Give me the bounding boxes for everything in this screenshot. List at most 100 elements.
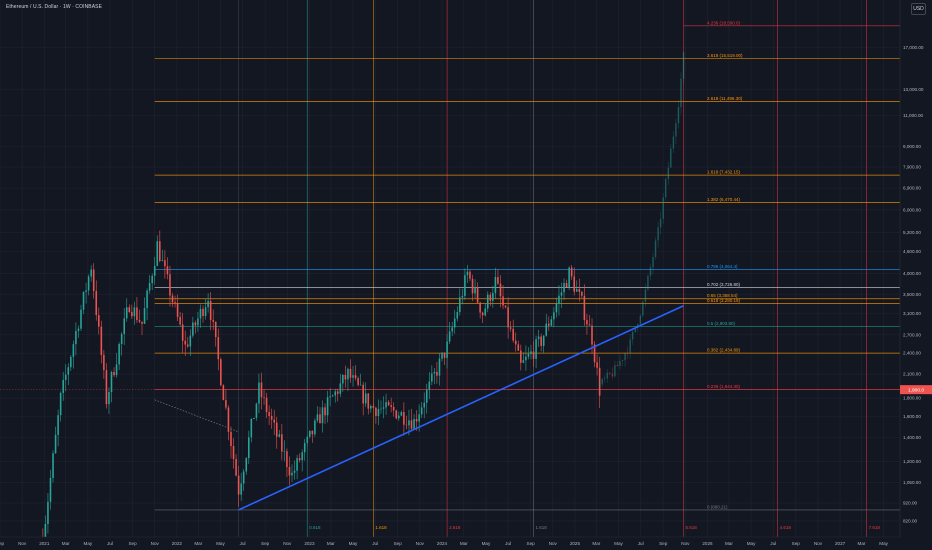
- x-tick-label: Sep: [128, 541, 137, 546]
- candle: [90, 269, 92, 277]
- y-tick-label: 920.00: [903, 501, 917, 506]
- candle: [479, 302, 481, 313]
- y-tick-label: 9,000.00: [903, 144, 921, 149]
- candle: [405, 424, 408, 426]
- x-axis[interactable]: Sep Nov 2021 Mar May Jul Sep Nov 2022 Mar May Jul Se…: [0, 536, 932, 550]
- y-tick-label: 13,000.00: [903, 87, 924, 92]
- projected-candle: [667, 167, 670, 180]
- fib-level-label: 0.382 (2,434.89): [707, 348, 741, 353]
- x-tick-label: 2027: [835, 541, 846, 546]
- candle: [431, 373, 433, 382]
- candle: [555, 303, 558, 313]
- candle: [535, 339, 537, 359]
- candle: [377, 408, 380, 417]
- candle: [227, 407, 230, 432]
- y-tick-label: 1,400.00: [903, 435, 921, 440]
- candle: [586, 320, 588, 325]
- candle: [133, 307, 136, 317]
- fib-level-label: 0 (890.21): [707, 504, 728, 509]
- candle: [258, 382, 260, 404]
- time-zone-label: 1.618: [375, 525, 387, 530]
- candle: [270, 416, 273, 420]
- projected-candle: [611, 373, 614, 377]
- candle: [514, 340, 517, 345]
- x-tick-label: Jul: [372, 541, 378, 546]
- fib-level-label: 0.618 (3,280.19): [707, 298, 741, 303]
- candle: [456, 312, 459, 319]
- candle: [169, 274, 171, 296]
- currency-button[interactable]: USD: [911, 3, 926, 15]
- candle: [321, 407, 324, 424]
- x-tick-label: Jul: [505, 541, 511, 546]
- candle: [451, 327, 453, 332]
- candle: [108, 392, 110, 405]
- projected-candle: [639, 315, 642, 325]
- x-tick-label: Sep: [0, 541, 5, 546]
- candle: [385, 402, 387, 408]
- candle: [303, 443, 306, 453]
- candle: [176, 303, 179, 317]
- candle: [57, 415, 59, 435]
- candle: [98, 315, 100, 327]
- candle: [484, 308, 487, 316]
- projected-candle: [657, 227, 659, 241]
- candle: [398, 415, 400, 419]
- candle: [260, 382, 263, 398]
- projected-candle: [662, 197, 664, 219]
- candle: [423, 402, 426, 408]
- support-trendline: [238, 305, 684, 511]
- candle: [298, 458, 301, 461]
- fib-level-label: 0.65 (3,358.54): [707, 293, 738, 298]
- candle: [339, 383, 342, 394]
- projected-candle: [629, 339, 631, 354]
- candle: [553, 312, 555, 320]
- candle: [291, 472, 293, 476]
- candle: [87, 276, 90, 291]
- candlesticks: [42, 230, 601, 550]
- candle: [67, 367, 70, 375]
- y-tick-label: 5,200.00: [903, 230, 921, 235]
- candle: [199, 308, 202, 319]
- candle: [62, 379, 64, 393]
- candle: [486, 294, 489, 309]
- candle: [537, 336, 540, 340]
- y-tick-label: 11,000.00: [903, 113, 924, 118]
- fib-retracement[interactable]: 4.236 (18,500.0) 3.618 (15,519.00) 2.618 (…: [154, 20, 900, 511]
- candle: [174, 302, 176, 304]
- candle: [131, 312, 133, 317]
- y-tick-label: 4,600.00: [903, 249, 921, 254]
- candle: [194, 322, 197, 326]
- projected-candle: [649, 267, 652, 276]
- candle: [120, 333, 123, 345]
- candle: [118, 344, 120, 365]
- candle: [436, 371, 438, 376]
- x-tick-label: May: [216, 541, 225, 546]
- trendline-layer[interactable]: [154, 305, 684, 511]
- candle: [565, 283, 568, 288]
- candle: [370, 406, 372, 409]
- projected-candle: [680, 78, 682, 108]
- candle: [189, 335, 192, 347]
- y-tick-label: 820.00: [903, 519, 917, 524]
- candle: [265, 397, 268, 412]
- candle: [525, 356, 527, 361]
- x-tick-label: Nov: [681, 541, 690, 546]
- candle: [123, 318, 126, 334]
- candle: [387, 402, 390, 406]
- candle: [418, 414, 420, 422]
- candle: [255, 403, 258, 418]
- y-axis[interactable]: 17,000.00 13,000.00 11,000.00 9,000.00 7,900…: [899, 0, 932, 550]
- candle: [532, 351, 535, 359]
- x-tick-label: 2026: [702, 541, 713, 546]
- candle: [222, 385, 225, 401]
- candle: [443, 352, 446, 358]
- candle: [100, 326, 103, 355]
- y-tick-label: 2,100.00: [903, 372, 921, 377]
- candle: [390, 405, 392, 407]
- projected-candle: [603, 378, 606, 379]
- x-tick-label: Jul: [770, 541, 776, 546]
- candle: [184, 340, 187, 345]
- candle: [568, 267, 570, 288]
- y-tick-label: 1,200.00: [903, 459, 921, 464]
